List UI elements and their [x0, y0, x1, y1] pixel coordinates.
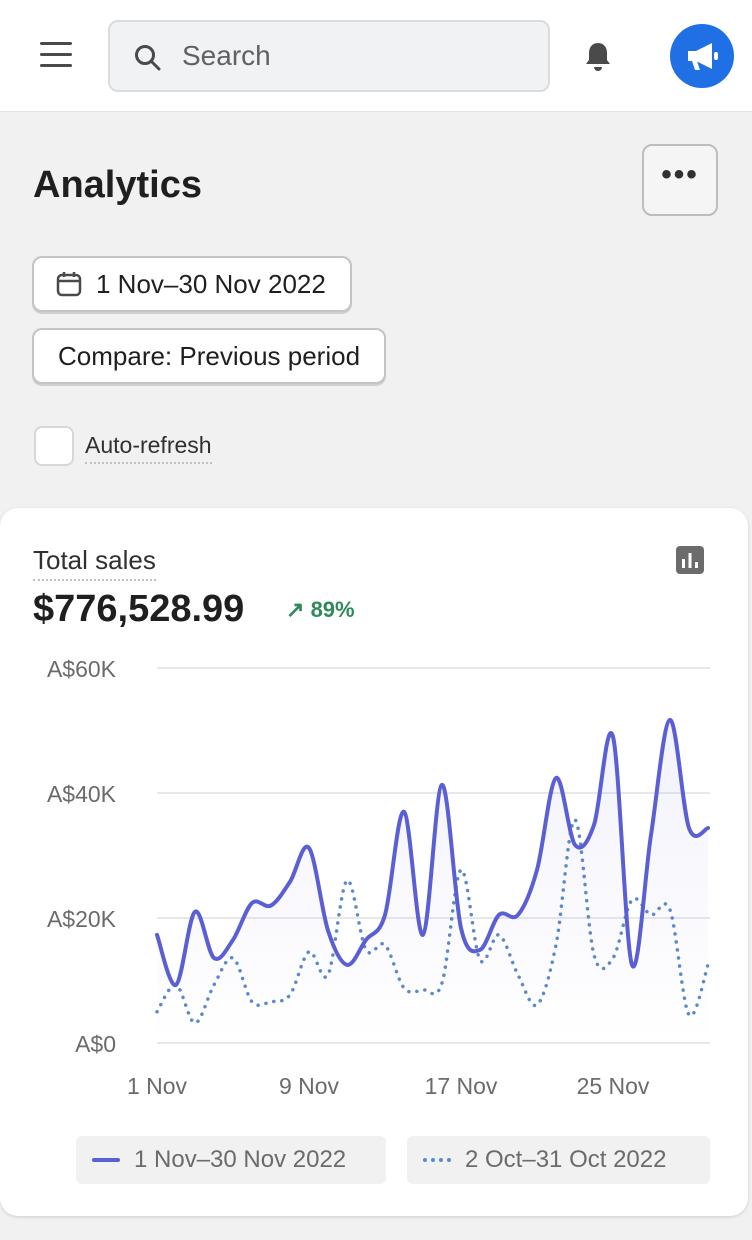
search-bar[interactable]	[108, 20, 550, 92]
auto-refresh-label[interactable]: Auto-refresh	[85, 432, 212, 464]
x-tick-label: 17 Nov	[425, 1073, 498, 1099]
dotted-line-icon	[423, 1158, 451, 1162]
legend-label: 2 Oct–31 Oct 2022	[465, 1146, 667, 1173]
bell-icon[interactable]	[582, 40, 614, 74]
legend-item-previous[interactable]: 2 Oct–31 Oct 2022	[407, 1136, 710, 1184]
menu-icon[interactable]	[40, 42, 72, 68]
date-range-label: 1 Nov–30 Nov 2022	[96, 268, 326, 299]
date-range-button[interactable]: 1 Nov–30 Nov 2022	[32, 256, 352, 312]
y-tick-label: A$60K	[47, 656, 117, 682]
legend-label: 1 Nov–30 Nov 2022	[134, 1146, 347, 1173]
y-tick-label: A$0	[75, 1031, 116, 1057]
metric-label[interactable]: Total sales	[33, 545, 156, 581]
arrow-up-right-icon: ↗	[286, 597, 305, 622]
sales-line-chart: A$0 A$20K A$40K A$60K 1 Nov 9 Nov 17 Nov 25 Nov	[47, 656, 710, 1099]
x-tick-label: 1 Nov	[127, 1073, 188, 1099]
series-line-current	[155, 717, 710, 987]
compare-label: Compare: Previous period	[58, 340, 361, 371]
metric-delta: ↗ 89%	[286, 597, 355, 623]
series-line-previous	[155, 818, 710, 1025]
search-icon	[135, 45, 161, 71]
delta-value: 89%	[310, 597, 355, 622]
megaphone-icon	[688, 43, 718, 70]
solid-line-icon	[92, 1158, 120, 1162]
page-title: Analytics	[33, 164, 202, 206]
legend-item-current[interactable]: 1 Nov–30 Nov 2022	[76, 1136, 386, 1184]
search-input[interactable]	[182, 40, 522, 72]
x-tick-label: 9 Nov	[279, 1073, 340, 1099]
y-tick-label: A$40K	[47, 781, 117, 807]
compare-button[interactable]: Compare: Previous period	[32, 328, 387, 384]
x-tick-label: 25 Nov	[577, 1073, 650, 1099]
more-actions-button[interactable]: •••	[642, 144, 718, 216]
metric-value: $776,528.99	[33, 588, 245, 630]
y-tick-label: A$20K	[47, 906, 117, 932]
top-bar	[0, 0, 752, 112]
calendar-icon	[56, 272, 82, 297]
auto-refresh-checkbox[interactable]	[34, 426, 74, 466]
avatar[interactable]	[670, 24, 734, 88]
bar-chart-icon[interactable]	[676, 546, 704, 574]
